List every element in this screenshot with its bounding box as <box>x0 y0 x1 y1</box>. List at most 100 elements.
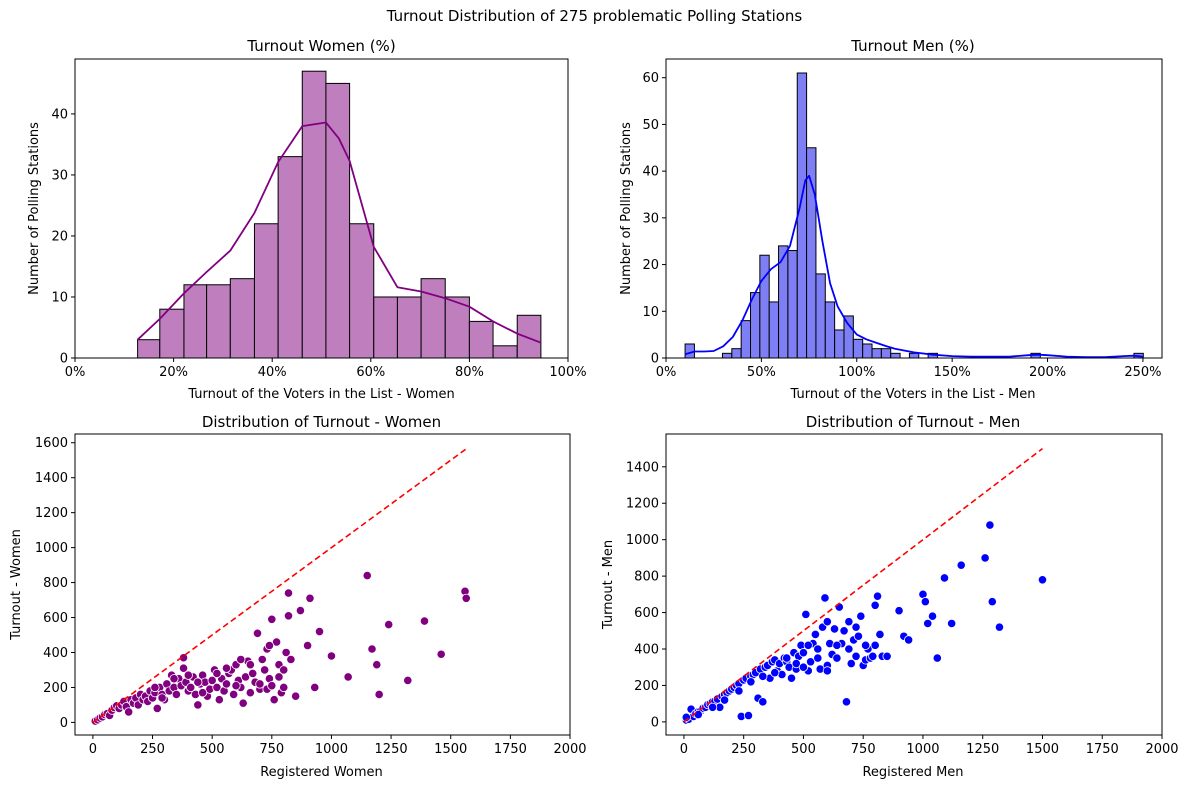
histogram-bar-turnout-men <box>824 301 836 359</box>
scatter-point-distribution-men <box>1037 575 1048 585</box>
x-tick-label: 100% <box>549 365 586 380</box>
scatter-point-distribution-men <box>851 622 861 632</box>
x-tick-label: 20% <box>159 365 188 380</box>
y-tick-label: 40 <box>51 107 68 122</box>
x-tick-label: 0% <box>656 365 677 380</box>
histogram-bar-turnout-men <box>908 352 920 359</box>
scatter-point-distribution-men <box>832 653 842 663</box>
scatter-point-distribution-women <box>214 695 224 705</box>
scatter-point-distribution-women <box>279 682 289 693</box>
scatter-point-distribution-women <box>260 665 270 675</box>
scatter-point-distribution-men <box>846 658 856 669</box>
axes-frame-distribution-men <box>665 433 1163 736</box>
scatter-point-distribution-men <box>870 600 880 610</box>
scatter-point-distribution-women <box>252 628 263 638</box>
y-tick-label: 800 <box>634 570 659 585</box>
scatter-point-distribution-men <box>920 597 930 607</box>
histogram-bar-turnout-women <box>301 70 327 359</box>
scatter-point-distribution-men <box>870 640 880 650</box>
scatter-point-distribution-women <box>367 644 377 654</box>
x-tick-label: 150% <box>934 365 971 380</box>
y-axis-label-turnout-women: Number of Polling Stations <box>27 122 42 295</box>
y-tick-label: 30 <box>51 168 68 183</box>
y-tick-label: 600 <box>634 606 659 621</box>
scatter-point-distribution-men <box>841 697 852 707</box>
scatter-point-distribution-women <box>291 691 301 701</box>
y-tick-label: 50 <box>642 118 659 133</box>
scatter-point-distribution-men <box>822 617 832 627</box>
scatter-point-distribution-women <box>238 698 248 708</box>
scatter-point-distribution-women <box>157 693 167 703</box>
scatter-point-distribution-women <box>212 668 222 679</box>
y-tick-label: 1600 <box>35 436 68 451</box>
scatter-point-distribution-women <box>384 619 394 630</box>
y-tick-label: 400 <box>634 643 659 658</box>
scatter-point-distribution-men <box>798 662 809 672</box>
scatter-point-distribution-men <box>860 640 871 650</box>
y-tick-label: 1400 <box>626 460 659 475</box>
histogram-bar-turnout-men <box>815 273 826 359</box>
y-tick-label: 200 <box>634 679 659 694</box>
histogram-bar-turnout-women <box>349 223 375 359</box>
y-tick-label: 0 <box>651 715 659 730</box>
histogram-bar-turnout-men <box>731 348 742 359</box>
y-tick-label: 30 <box>642 211 659 226</box>
scatter-point-distribution-men <box>801 609 811 619</box>
scatter-point-distribution-men <box>868 651 878 661</box>
histogram-bar-turnout-women <box>492 345 518 359</box>
scatter-point-distribution-men <box>844 617 854 627</box>
histogram-bar-turnout-women <box>516 314 542 359</box>
y-tick-label: 40 <box>642 165 659 180</box>
scatter-point-distribution-women <box>305 593 315 603</box>
histogram-bar-turnout-women <box>253 223 279 359</box>
panel-distribution-men-scatter: Distribution of Turnout - Men 0 250 500 750… <box>601 413 1179 780</box>
y-tick-label: 600 <box>43 611 68 626</box>
scatter-point-distribution-men <box>994 622 1005 632</box>
scatter-point-distribution-women <box>295 605 306 616</box>
x-tick-label: 60% <box>356 365 385 380</box>
histogram-bar-turnout-men <box>843 315 854 359</box>
y-axis-label-turnout-women-count: Turnout - Women <box>9 529 24 641</box>
histogram-bar-turnout-women <box>420 278 446 359</box>
scatter-point-distribution-men <box>923 618 933 629</box>
scatter-point-distribution-women <box>198 688 208 698</box>
scatter-point-distribution-women <box>221 663 232 673</box>
histogram-bar-turnout-men <box>852 338 864 359</box>
histogram-bar-turnout-men <box>684 343 695 359</box>
scatter-point-distribution-women <box>286 654 296 665</box>
scatter-point-distribution-men <box>927 611 938 621</box>
scatter-point-distribution-men <box>872 591 883 601</box>
x-tick-label: 250 <box>731 742 756 757</box>
kde-curve-turnout-men <box>684 174 1143 358</box>
y-tick-label: 10 <box>642 305 659 320</box>
y-tick-label: 10 <box>51 290 68 305</box>
histogram-bar-turnout-women <box>229 278 255 359</box>
scatter-point-distribution-women <box>343 672 353 682</box>
x-tick-label: 1500 <box>1026 742 1059 757</box>
scatter-point-distribution-women <box>461 593 471 603</box>
x-tick-label: 250 <box>140 742 165 757</box>
scatter-point-distribution-women <box>436 649 446 659</box>
scatter-point-distribution-women <box>302 640 313 651</box>
scatter-point-distribution-men <box>806 657 816 667</box>
scatter-point-distribution-men <box>813 653 823 663</box>
scatter-point-distribution-women <box>193 677 203 687</box>
y-axis-label-turnout-men: Number of Polling Stations <box>619 122 634 295</box>
x-tick-label: 2000 <box>1145 742 1178 757</box>
scatter-point-distribution-men <box>844 644 854 654</box>
histogram-bar-turnout-men <box>871 348 882 359</box>
x-tick-label: 1250 <box>966 742 999 757</box>
x-tick-label: 40% <box>258 365 287 380</box>
scatter-point-distribution-men <box>734 686 744 696</box>
scatter-point-distribution-women <box>183 670 193 680</box>
x-tick-label: 0 <box>680 742 688 757</box>
scatter-point-distribution-women <box>169 674 179 684</box>
y-tick-label: 0 <box>651 352 659 367</box>
histogram-bar-turnout-men <box>890 352 901 359</box>
scatter-point-distribution-women <box>279 665 289 675</box>
scatter-point-distribution-men <box>947 618 957 629</box>
histogram-bar-turnout-women <box>206 284 231 359</box>
histogram-bar-turnout-women <box>159 308 185 359</box>
x-tick-label: 1000 <box>906 742 939 757</box>
